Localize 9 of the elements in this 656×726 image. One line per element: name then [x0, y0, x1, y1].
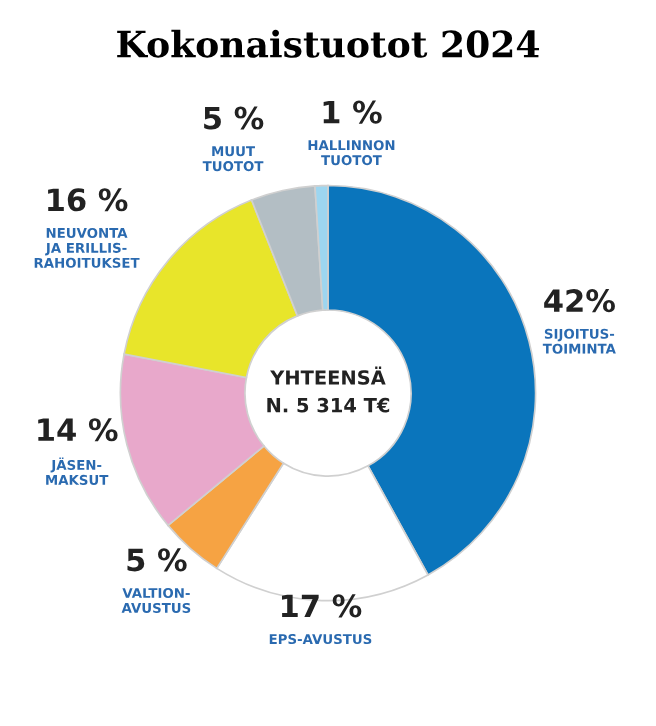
data-label: 5 % — [204, 106, 264, 130]
data-label: 1 % — [323, 100, 382, 124]
chart-title: Kokonaistuotot 2024 — [117, 29, 540, 58]
text: YHTEENSÄ N. 5 314 T€ — [267, 366, 390, 413]
data-label: 5 % — [127, 548, 187, 572]
data-label: 17 % — [282, 594, 362, 618]
data-label: 14 % — [38, 418, 118, 442]
data-label: 42% — [544, 289, 615, 313]
data-label: 16 % — [48, 188, 128, 212]
